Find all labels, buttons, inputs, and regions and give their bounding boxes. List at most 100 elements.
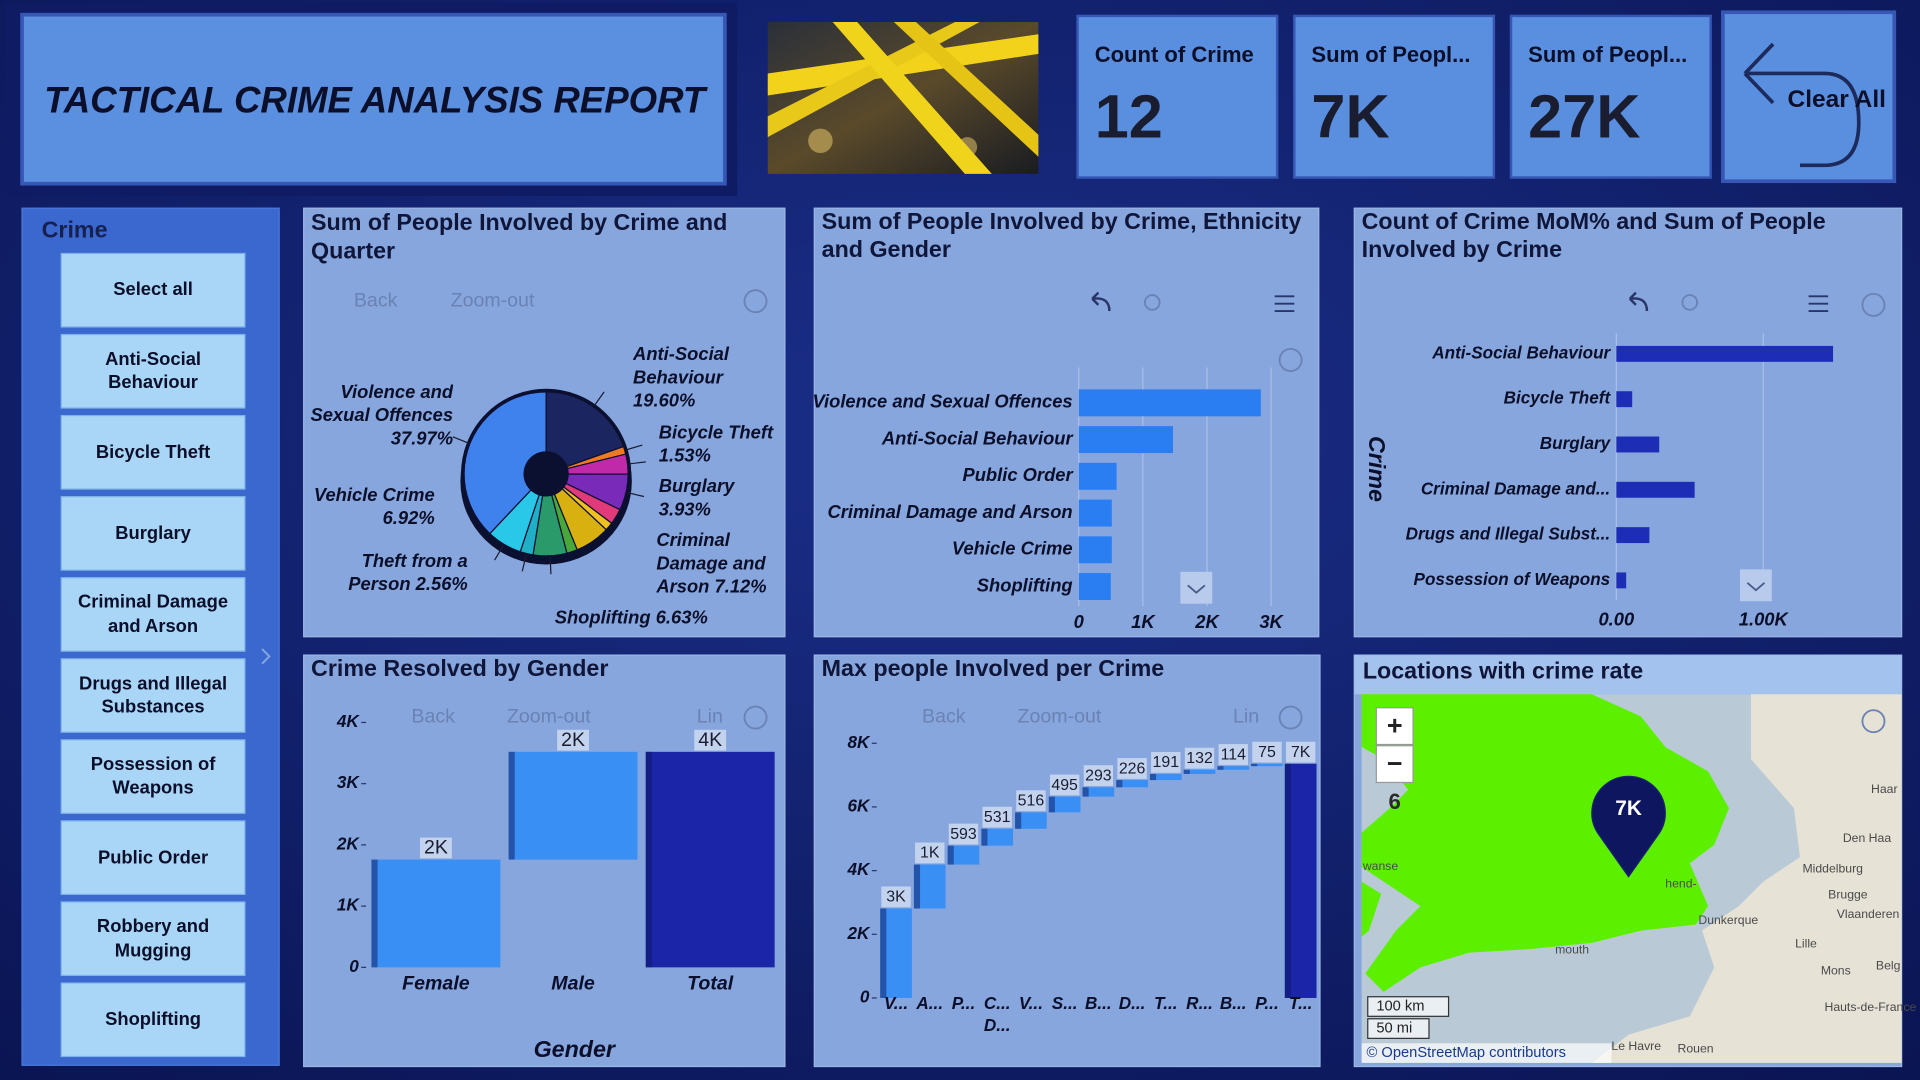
map-marker[interactable] <box>1591 775 1666 878</box>
slicer-item[interactable]: Anti-Social Behaviour <box>105 348 202 394</box>
x-tick-label-box: P... <box>1255 993 1279 1013</box>
x-tick-label: P... <box>1255 993 1279 1013</box>
value-label: 75 <box>1258 744 1276 761</box>
bar <box>371 859 501 968</box>
bar-edge <box>1015 812 1022 829</box>
slicer-item-box[interactable]: Select all <box>61 253 245 326</box>
slicer-button[interactable] <box>60 901 246 977</box>
marker-label[interactable]: 7K <box>1615 797 1642 820</box>
slicer-item-box[interactable]: Anti-Social Behaviour <box>61 335 245 408</box>
bar-edge <box>371 859 378 968</box>
slicer-item[interactable]: Shoplifting <box>105 1009 202 1030</box>
map-continent <box>1591 694 1902 1063</box>
slicer-item-box[interactable]: Drugs and Illegal Substances <box>61 659 245 732</box>
leader-line <box>628 461 646 465</box>
zoom-out-label[interactable]: − <box>1387 748 1403 778</box>
y-tick-label: Criminal Damage and Arson <box>827 501 1072 522</box>
slicer-item-box[interactable]: Shoplifting <box>61 983 245 1056</box>
slicer-item[interactable]: Public Order <box>97 846 209 868</box>
help-icon[interactable] <box>1861 709 1886 734</box>
zoom-icon[interactable] <box>1143 294 1161 311</box>
value-label: 7K <box>1291 744 1311 761</box>
toolbar-item[interactable]: Zoom-out <box>451 289 535 311</box>
x-tick-label: 1.00K <box>1739 609 1790 630</box>
pie-label-box: Theft from a Person 2.56% <box>348 551 467 595</box>
slicer-button[interactable] <box>60 658 246 733</box>
leader-line <box>593 391 605 407</box>
list-icon[interactable] <box>1274 295 1295 312</box>
bar <box>1251 763 1283 767</box>
toolbar-item[interactable]: Lin <box>1233 706 1259 728</box>
attribution[interactable]: © OpenStreetMap contributors <box>1367 1045 1566 1061</box>
slicer-item-box[interactable]: Public Order <box>61 821 245 894</box>
toolbar-item[interactable]: Zoom-out <box>1018 706 1102 728</box>
y-tick-label: 1K <box>337 895 361 915</box>
scroll-down[interactable] <box>1740 569 1772 602</box>
pie-label-box: Anti-Social Behaviour 19.60% <box>633 344 729 411</box>
slicer-item[interactable]: Robbery and Mugging <box>96 916 210 961</box>
value-label-box <box>1083 765 1114 787</box>
value-label-box <box>557 729 589 751</box>
clear-all-button[interactable]: Clear All <box>1721 10 1897 184</box>
place-label: Vlaanderen <box>1837 907 1900 921</box>
zoom-out-button[interactable] <box>1375 745 1414 784</box>
value-label-box <box>1117 758 1147 779</box>
zoom-icon[interactable] <box>1681 294 1699 311</box>
bar <box>1116 780 1148 788</box>
y-tick-label: Drugs and Illegal Subst... <box>1406 524 1611 544</box>
slicer-item[interactable]: Drugs and Illegal Substances <box>79 672 228 718</box>
slicer-item[interactable]: Select all <box>113 279 193 301</box>
scroll-down[interactable] <box>1180 571 1213 604</box>
help-icon[interactable] <box>1278 705 1303 730</box>
value-label: 2K <box>561 729 585 751</box>
slicer-item[interactable]: Criminal Damage and Arson <box>78 591 229 637</box>
toolbar-item[interactable]: Back <box>922 706 966 728</box>
help-icon[interactable] <box>743 289 768 314</box>
back-icon[interactable] <box>1091 291 1111 312</box>
help-icon[interactable] <box>743 705 768 730</box>
help-icon[interactable] <box>1278 348 1303 372</box>
slicer-button[interactable] <box>60 739 246 814</box>
slicer-item-box[interactable]: Robbery and Mugging <box>61 902 245 975</box>
clear-all-label[interactable]: Clear All <box>1788 86 1886 113</box>
slicer-button[interactable] <box>60 414 246 490</box>
list-icon[interactable] <box>1808 295 1829 312</box>
toolbar-item[interactable]: Lin <box>697 706 723 728</box>
bar <box>947 845 980 865</box>
pie-label: Bicycle Theft 1.53% <box>659 422 781 468</box>
toolbar-item[interactable]: Back <box>354 289 398 311</box>
slicer-button[interactable] <box>60 577 246 652</box>
help-icon[interactable] <box>1861 292 1886 317</box>
slicer-button[interactable] <box>60 982 246 1058</box>
scale-box <box>1367 1018 1430 1039</box>
slicer-button[interactable] <box>60 820 246 895</box>
back-icon[interactable] <box>1628 291 1649 312</box>
slicer-button[interactable] <box>60 496 246 571</box>
value-label: 293 <box>1085 767 1112 784</box>
slicer-item-box[interactable]: Criminal Damage and Arson <box>61 578 245 651</box>
slicer-item-box[interactable]: Possession of Weapons <box>61 740 245 813</box>
x-tick-label: C... D... <box>983 993 1011 1035</box>
pie-percent: 3.93% <box>658 499 711 521</box>
x-tick-label-box: V... <box>1019 993 1043 1013</box>
slicer-button[interactable] <box>60 333 246 409</box>
pie-category: Anti-Social Behaviour <box>633 344 729 388</box>
slicer-item[interactable]: Possession of Weapons <box>90 753 216 799</box>
kpi-card <box>1076 14 1279 179</box>
y-tick-label: 2K <box>846 923 871 943</box>
chart-title-box: Count of Crime MoM% and Sum of People In… <box>1362 209 1826 263</box>
slicer-item[interactable]: Bicycle Theft <box>95 441 211 463</box>
slicer-item[interactable]: Burglary <box>115 522 191 544</box>
value-label-box <box>1016 790 1046 812</box>
slicer-item-box[interactable]: Burglary <box>61 497 245 570</box>
slicer-item-box[interactable]: Bicycle Theft <box>61 416 245 489</box>
toolbar-item[interactable]: Zoom-out <box>507 706 591 728</box>
zoom-in-label[interactable]: + <box>1387 710 1403 740</box>
slicer-button[interactable] <box>60 252 246 328</box>
pie-percent: 1.53% <box>658 445 711 467</box>
place-label: Dunkerque <box>1698 913 1758 927</box>
bar <box>1616 572 1627 589</box>
pie-rim <box>461 388 632 559</box>
toolbar-item[interactable]: Back <box>411 706 455 728</box>
zoom-in-button[interactable] <box>1375 707 1414 746</box>
